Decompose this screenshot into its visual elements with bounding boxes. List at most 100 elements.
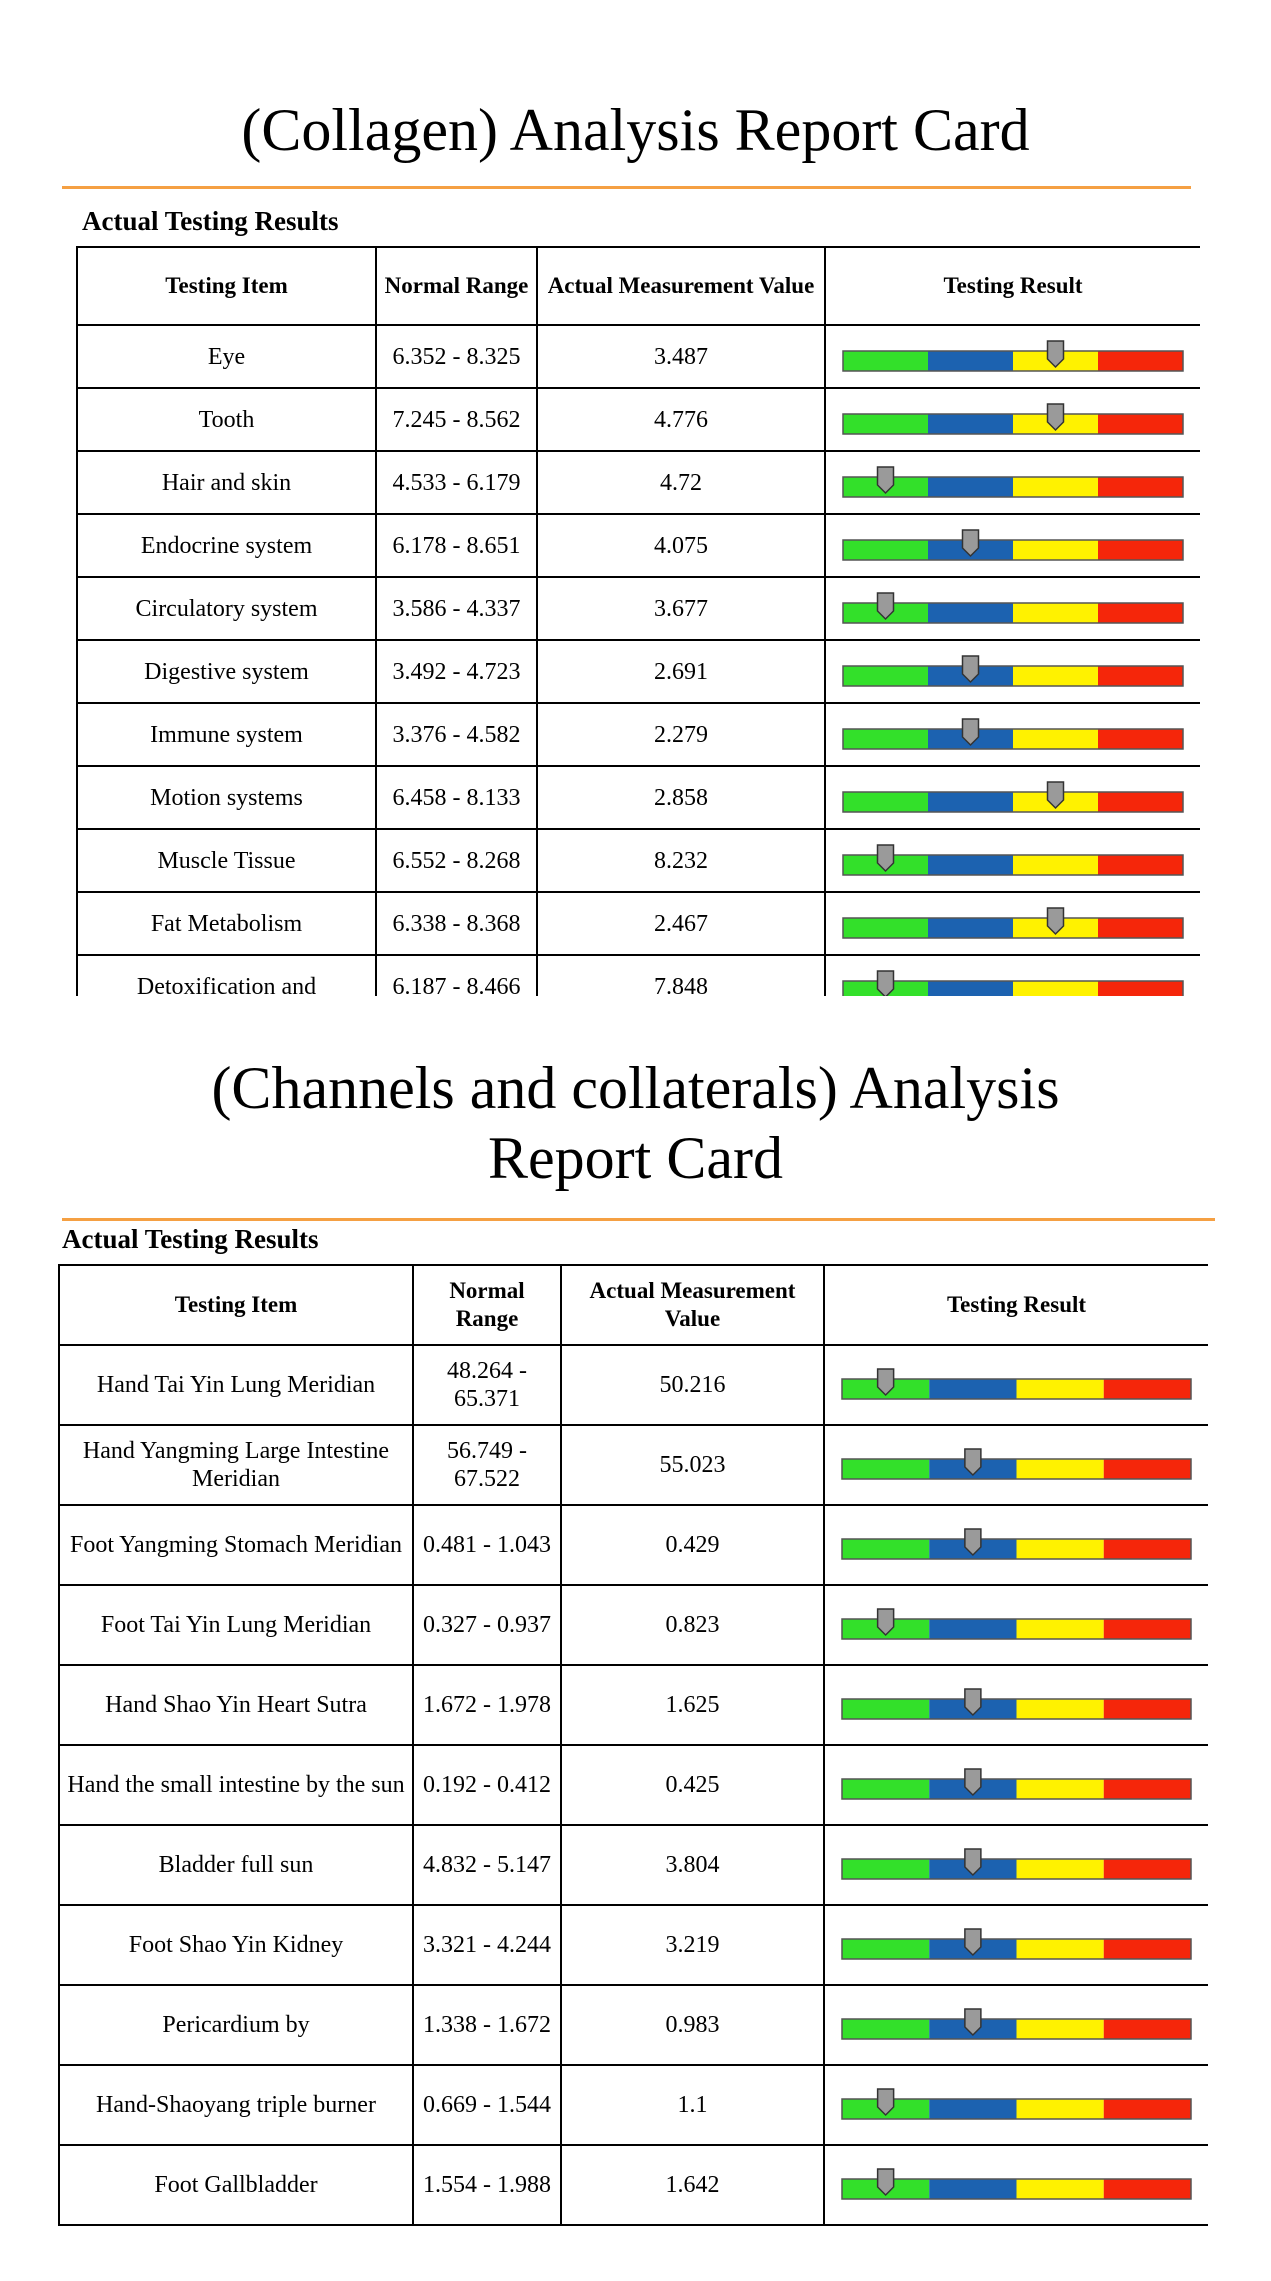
bar-segment xyxy=(842,1459,930,1479)
measurement-value: 7.848 xyxy=(536,954,826,996)
measurement-value: 1.1 xyxy=(560,2064,825,2146)
bar-outline xyxy=(842,664,1184,687)
testing-item: Detoxification and xyxy=(76,954,377,996)
bar-segment xyxy=(1016,1539,1104,1559)
measurement-value: 2.467 xyxy=(536,891,826,956)
bar-segment xyxy=(1103,2179,1191,2199)
section-subtitle: Actual Testing Results xyxy=(82,206,339,236)
result-marker xyxy=(964,1448,982,1477)
measurement-value: 55.023 xyxy=(560,1424,825,1506)
bar-outline xyxy=(842,727,1184,750)
testing-item: Hand Shao Yin Heart Sutra xyxy=(58,1664,414,1746)
bar-segment xyxy=(1016,1459,1104,1479)
title-rule xyxy=(62,1218,1215,1221)
bar-segment xyxy=(842,1859,930,1879)
normal-range: 0.481 - 1.043 xyxy=(412,1504,562,1586)
bar-outline xyxy=(842,853,1184,876)
bar-segment xyxy=(843,413,928,434)
testing-result xyxy=(823,1664,1208,1746)
bar-segment xyxy=(1098,980,1183,996)
bar-segment xyxy=(1016,1779,1104,1799)
bar-segment xyxy=(1103,1699,1191,1719)
bar-outline xyxy=(841,1778,1192,1800)
measurement-value: 4.776 xyxy=(536,387,826,452)
measurement-value: 2.279 xyxy=(536,702,826,767)
bar-segment xyxy=(1013,854,1098,875)
bar-segment xyxy=(929,2179,1017,2199)
testing-result xyxy=(824,702,1200,767)
bar-outline xyxy=(841,1538,1192,1560)
section-subtitle: Actual Testing Results xyxy=(62,1224,319,1254)
data-row: Detoxification and 6.187 - 8.466 7.848 xyxy=(76,954,1200,996)
result-marker xyxy=(876,465,895,494)
testing-result xyxy=(823,1744,1208,1826)
bar-segment xyxy=(928,854,1013,875)
bar-segment xyxy=(1103,1619,1191,1639)
bar-outline xyxy=(842,412,1184,435)
bar-segment xyxy=(1016,2019,1104,2039)
testing-result xyxy=(824,387,1200,452)
bar-outline xyxy=(841,1938,1192,1960)
bar-segment xyxy=(1098,917,1183,938)
bar-segment xyxy=(1016,2179,1104,2199)
normal-range: 1.338 - 1.672 xyxy=(412,1984,562,2066)
testing-item: Eye xyxy=(76,324,377,389)
testing-result xyxy=(824,891,1200,956)
column-header: Normal Range xyxy=(412,1264,562,1346)
bar-outline xyxy=(841,1858,1192,1880)
measurement-value: 4.075 xyxy=(536,513,826,578)
bar-segment xyxy=(1016,1619,1104,1639)
result-marker xyxy=(1046,402,1065,431)
bar-segment xyxy=(1098,476,1183,497)
bar-outline xyxy=(842,538,1184,561)
bar-outline xyxy=(841,2178,1192,2200)
measurement-value: 0.983 xyxy=(560,1984,825,2066)
column-header: Actual Measurement Value xyxy=(536,246,826,326)
result-marker xyxy=(964,1688,982,1717)
result-bar xyxy=(841,1688,1192,1720)
bar-segment xyxy=(1103,1779,1191,1799)
testing-item: Hand Tai Yin Lung Meridian xyxy=(58,1344,414,1426)
data-row: Immune system 3.376 - 4.582 2.279 xyxy=(76,702,1200,767)
testing-result xyxy=(824,765,1200,830)
data-row: Foot Tai Yin Lung Meridian 0.327 - 0.937 0… xyxy=(58,1584,1208,1666)
column-header: Testing Result xyxy=(824,246,1200,326)
data-row: Hand Tai Yin Lung Meridian 48.264 - 65.37… xyxy=(58,1344,1208,1426)
normal-range: 0.327 - 0.937 xyxy=(412,1584,562,1666)
testing-result xyxy=(824,954,1200,996)
data-row: Muscle Tissue 6.552 - 8.268 8.232 xyxy=(76,828,1200,893)
result-marker xyxy=(1046,339,1065,368)
measurement-value: 4.72 xyxy=(536,450,826,515)
measurement-value: 0.425 xyxy=(560,1744,825,1826)
bar-outline xyxy=(842,916,1184,939)
bar-segment xyxy=(928,476,1013,497)
measurement-value: 0.429 xyxy=(560,1504,825,1586)
result-bar xyxy=(841,2088,1192,2120)
normal-range: 3.586 - 4.337 xyxy=(375,576,538,641)
result-bar xyxy=(842,717,1184,750)
result-bar xyxy=(842,465,1184,498)
bar-segment xyxy=(842,1939,930,1959)
bar-outline xyxy=(841,1618,1192,1640)
normal-range: 3.492 - 4.723 xyxy=(375,639,538,704)
measurement-value: 0.823 xyxy=(560,1584,825,1666)
result-bar xyxy=(842,843,1184,876)
testing-item: Circulatory system xyxy=(76,576,377,641)
testing-item: Hand-Shaoyang triple burner xyxy=(58,2064,414,2146)
normal-range: 0.192 - 0.412 xyxy=(412,1744,562,1826)
result-marker xyxy=(876,1608,895,1637)
testing-item: Foot Yangming Stomach Meridian xyxy=(58,1504,414,1586)
bar-segment xyxy=(1013,602,1098,623)
bar-segment xyxy=(842,1539,930,1559)
testing-item: Foot Shao Yin Kidney xyxy=(58,1904,414,1986)
section-title: (Channels and collaterals) Analysis Repo… xyxy=(211,1055,1060,1191)
table-wrap: Testing Item Normal Range Actual Measureme… xyxy=(76,246,1200,996)
bar-segment xyxy=(928,602,1013,623)
result-marker xyxy=(876,1368,895,1397)
bar-outline xyxy=(841,1378,1192,1400)
bar-segment xyxy=(1016,1859,1104,1879)
bar-segment xyxy=(1098,854,1183,875)
testing-result xyxy=(824,450,1200,515)
bar-segment xyxy=(1098,791,1183,812)
